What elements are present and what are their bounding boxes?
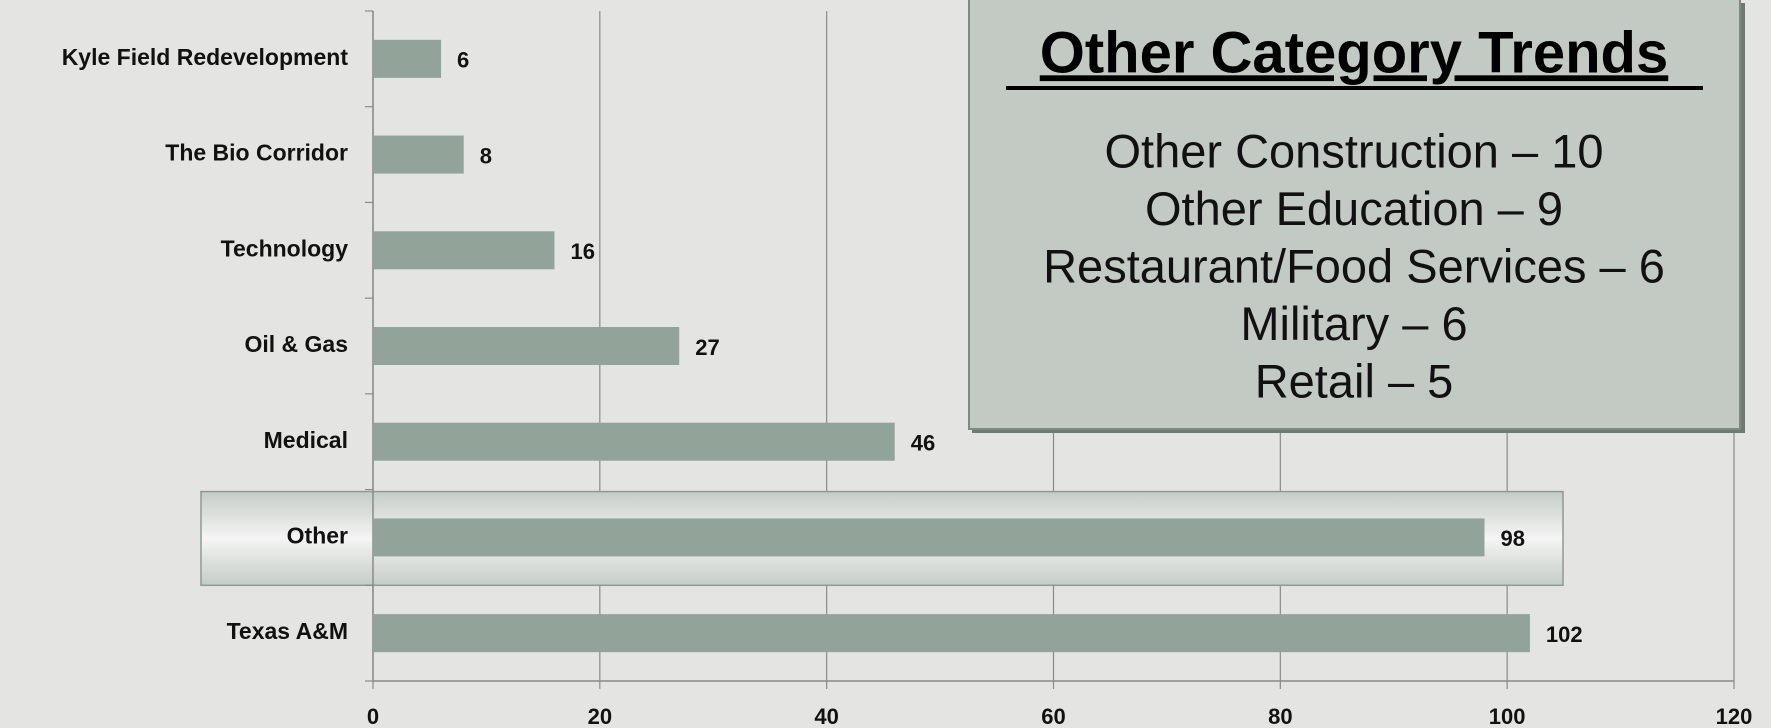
x-tick-label: 40 [814, 704, 838, 728]
bar [373, 135, 464, 174]
annotation-line: Retail – 5 [1255, 354, 1454, 407]
value-label: 98 [1500, 526, 1524, 551]
bar [373, 422, 895, 461]
bar [373, 518, 1485, 557]
annotation-line: Other Construction – 10 [1105, 124, 1604, 177]
x-tick-label: 100 [1489, 704, 1526, 728]
x-tick-label: 80 [1268, 704, 1292, 728]
x-tick-label: 120 [1716, 704, 1753, 728]
annotation-line: Restaurant/Food Services – 6 [1043, 239, 1665, 292]
bar [373, 614, 1530, 653]
value-label: 102 [1546, 622, 1583, 647]
y-tick-label: The Bio Corridor [165, 140, 348, 166]
annotation-line: Military – 6 [1240, 297, 1467, 350]
y-tick-label: Kyle Field Redevelopment [62, 44, 349, 70]
annotation-panel [968, 0, 1741, 430]
value-label: 8 [480, 143, 492, 168]
annotation-box: Other Category Trends Other Construction … [968, 0, 1745, 433]
value-label: 46 [911, 431, 935, 456]
annotation-title: Other Category Trends [1040, 20, 1668, 85]
y-tick-label: Texas A&M [227, 618, 348, 644]
y-tick-label: Other [287, 523, 348, 549]
plot: 0 20 40 60 80 100 120 Kyle Field Redevelopment 6… [62, 10, 1753, 728]
x-tick-label: 20 [588, 704, 612, 728]
value-label: 16 [570, 239, 594, 264]
x-tick-label: 60 [1041, 704, 1065, 728]
value-label: 6 [457, 48, 469, 73]
value-label: 27 [695, 335, 719, 360]
y-tick-label: Medical [264, 427, 348, 453]
y-tick-label: Technology [221, 235, 349, 261]
bar [373, 231, 555, 270]
bar [373, 327, 680, 365]
x-tick-label: 0 [367, 704, 379, 728]
annotation-line: Other Education – 9 [1145, 182, 1563, 235]
bar [373, 39, 442, 78]
y-tick-label: Oil & Gas [244, 331, 348, 357]
